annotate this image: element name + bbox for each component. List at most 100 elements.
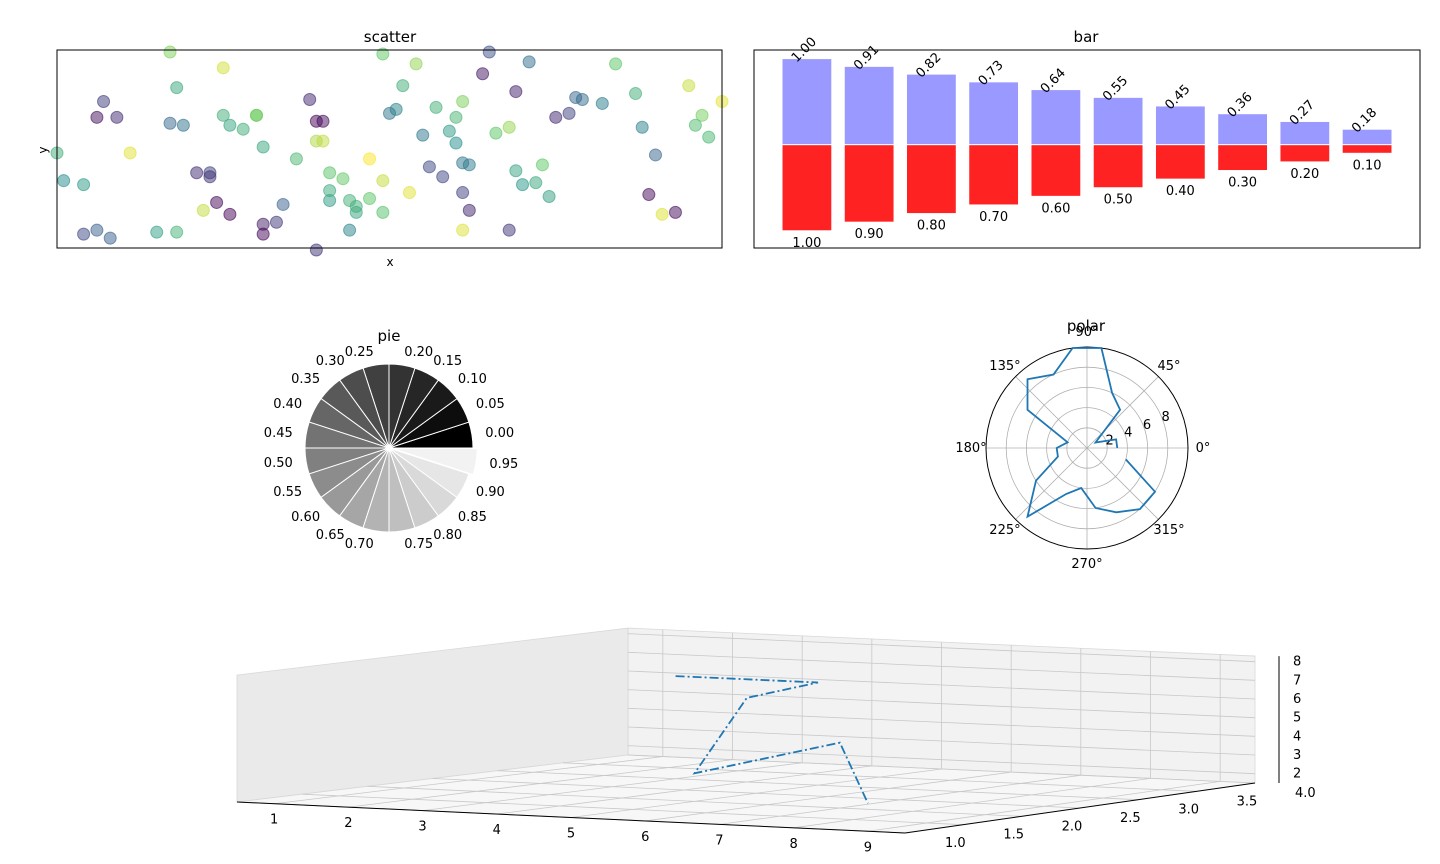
pie-label: 0.90 [476,485,505,500]
pie-label: 0.65 [316,528,345,543]
plot3d-y-axis [904,782,1256,834]
plot3d-z-tick: 8 [1293,655,1301,670]
scatter-point [456,94,470,108]
scatter-point [316,134,330,148]
plot3d-grid-z [627,726,1256,756]
scatter-point [702,130,716,144]
plot3d-y-tick: 3.5 [1237,794,1258,809]
pie-label: 0.70 [345,537,374,552]
pie-label: 0.95 [489,457,518,472]
scatter-point [575,93,589,106]
scatter-point [549,110,563,124]
pie-label: 0.10 [458,372,487,387]
scatter-point [90,110,104,124]
plot3d-x-tick: 7 [715,833,723,848]
plot3d-x-tick: 8 [790,837,798,852]
scatter-point [250,108,263,122]
pie-panel: pie 0.00 0.05 0.10 0.150.20 0.250.30 0.35 0.40… [264,327,519,552]
scatter-point [409,57,423,71]
scatter-point [269,215,283,229]
scatter-point [502,223,516,237]
bar-lower-label: 0.20 [1290,167,1319,182]
scatter-point [542,190,556,204]
bar-upper [1030,89,1082,146]
scatter-point [323,166,337,180]
scatter-point [77,178,91,192]
plot3d-grid-y [432,778,1081,809]
scatter-point [163,116,177,130]
polar-theta-label: 270° [1071,557,1102,572]
scatter-point [649,148,662,162]
scatter-title: scatter [364,28,417,46]
scatter-point [150,225,164,239]
bar-lower [843,144,895,223]
scatter-point [688,118,702,132]
polar-grid-spoke [1086,447,1159,520]
scatter-point [668,205,682,219]
scatter-point [635,120,649,134]
polar-title: polar [1067,317,1106,335]
plot3d-y-tick: 1.0 [945,836,966,851]
scatter-point [482,45,496,59]
scatter-point [349,199,363,213]
scatter-point [216,61,230,75]
plot3d-x-tick: 2 [344,816,352,831]
scatter-point [223,207,237,221]
bar-upper [1341,128,1393,146]
scatter-point [323,184,337,198]
plot3d-z-tick: 5 [1293,711,1301,726]
scatter-point [462,203,476,217]
scatter-panel: scatter x y [36,28,729,269]
plot3d-grid-z [627,745,1256,775]
pie-label: 0.30 [316,354,345,369]
plot3d-y-tick: 3.0 [1178,803,1199,818]
pie-label: 0.85 [458,510,487,525]
polar-grid-spoke [1086,376,1159,449]
plot3d-x-tick: 6 [641,830,649,845]
scatter-point [376,47,390,61]
scatter-point [456,223,470,237]
scatter-point [309,243,323,257]
scatter-point [57,174,71,188]
scatter-point [336,172,350,186]
scatter-point [216,108,230,122]
plot3d-y-tick: 2.0 [1062,819,1083,834]
bar-upper [1092,96,1144,146]
bar-panel: bar 1.001.000.910.900.820.800.730.700.64… [753,28,1421,251]
scatter-point [389,102,403,116]
scatter-point [223,118,237,132]
scatter-point [449,110,463,124]
pie-label: 0.00 [485,426,514,441]
scatter-point [642,188,656,202]
plot3d-grid-y [627,754,1256,784]
bar-upper [1279,120,1331,146]
bar-lower [1279,144,1331,163]
polar-r-label: 8 [1162,410,1170,425]
pie-marks: 0.00 0.05 0.10 0.150.20 0.250.30 0.35 0.40 0.45… [264,345,519,552]
scatter-point [682,79,696,93]
plot3d-y-tick: 1.5 [1003,828,1024,843]
scatter-point [376,174,390,188]
bar-lower-label: 0.30 [1228,176,1257,191]
scatter-xlabel: x [386,255,393,269]
bar-lower [905,144,957,215]
plot3d-z-tick: 3 [1293,748,1301,763]
plot3d-line [675,675,869,804]
scatter-point [655,207,669,221]
scatter-point [256,227,270,241]
scatter-points [50,45,729,257]
scatter-point [629,87,643,101]
scatter-point [449,136,463,150]
plot3d-grid-z [627,670,1256,700]
bar-lower [781,144,833,232]
scatter-point [77,227,91,241]
scatter-point [456,186,470,200]
polar-theta-label: 315° [1153,523,1184,538]
bar-upper [968,81,1020,146]
pie-label: 0.20 [404,345,433,360]
pie-label: 0.50 [264,456,293,471]
bar-marks: 1.001.000.910.900.820.800.730.700.640.60… [781,35,1393,251]
scatter-point [203,170,217,184]
pie-label: 0.55 [273,485,302,500]
bar-lower [1092,144,1144,189]
